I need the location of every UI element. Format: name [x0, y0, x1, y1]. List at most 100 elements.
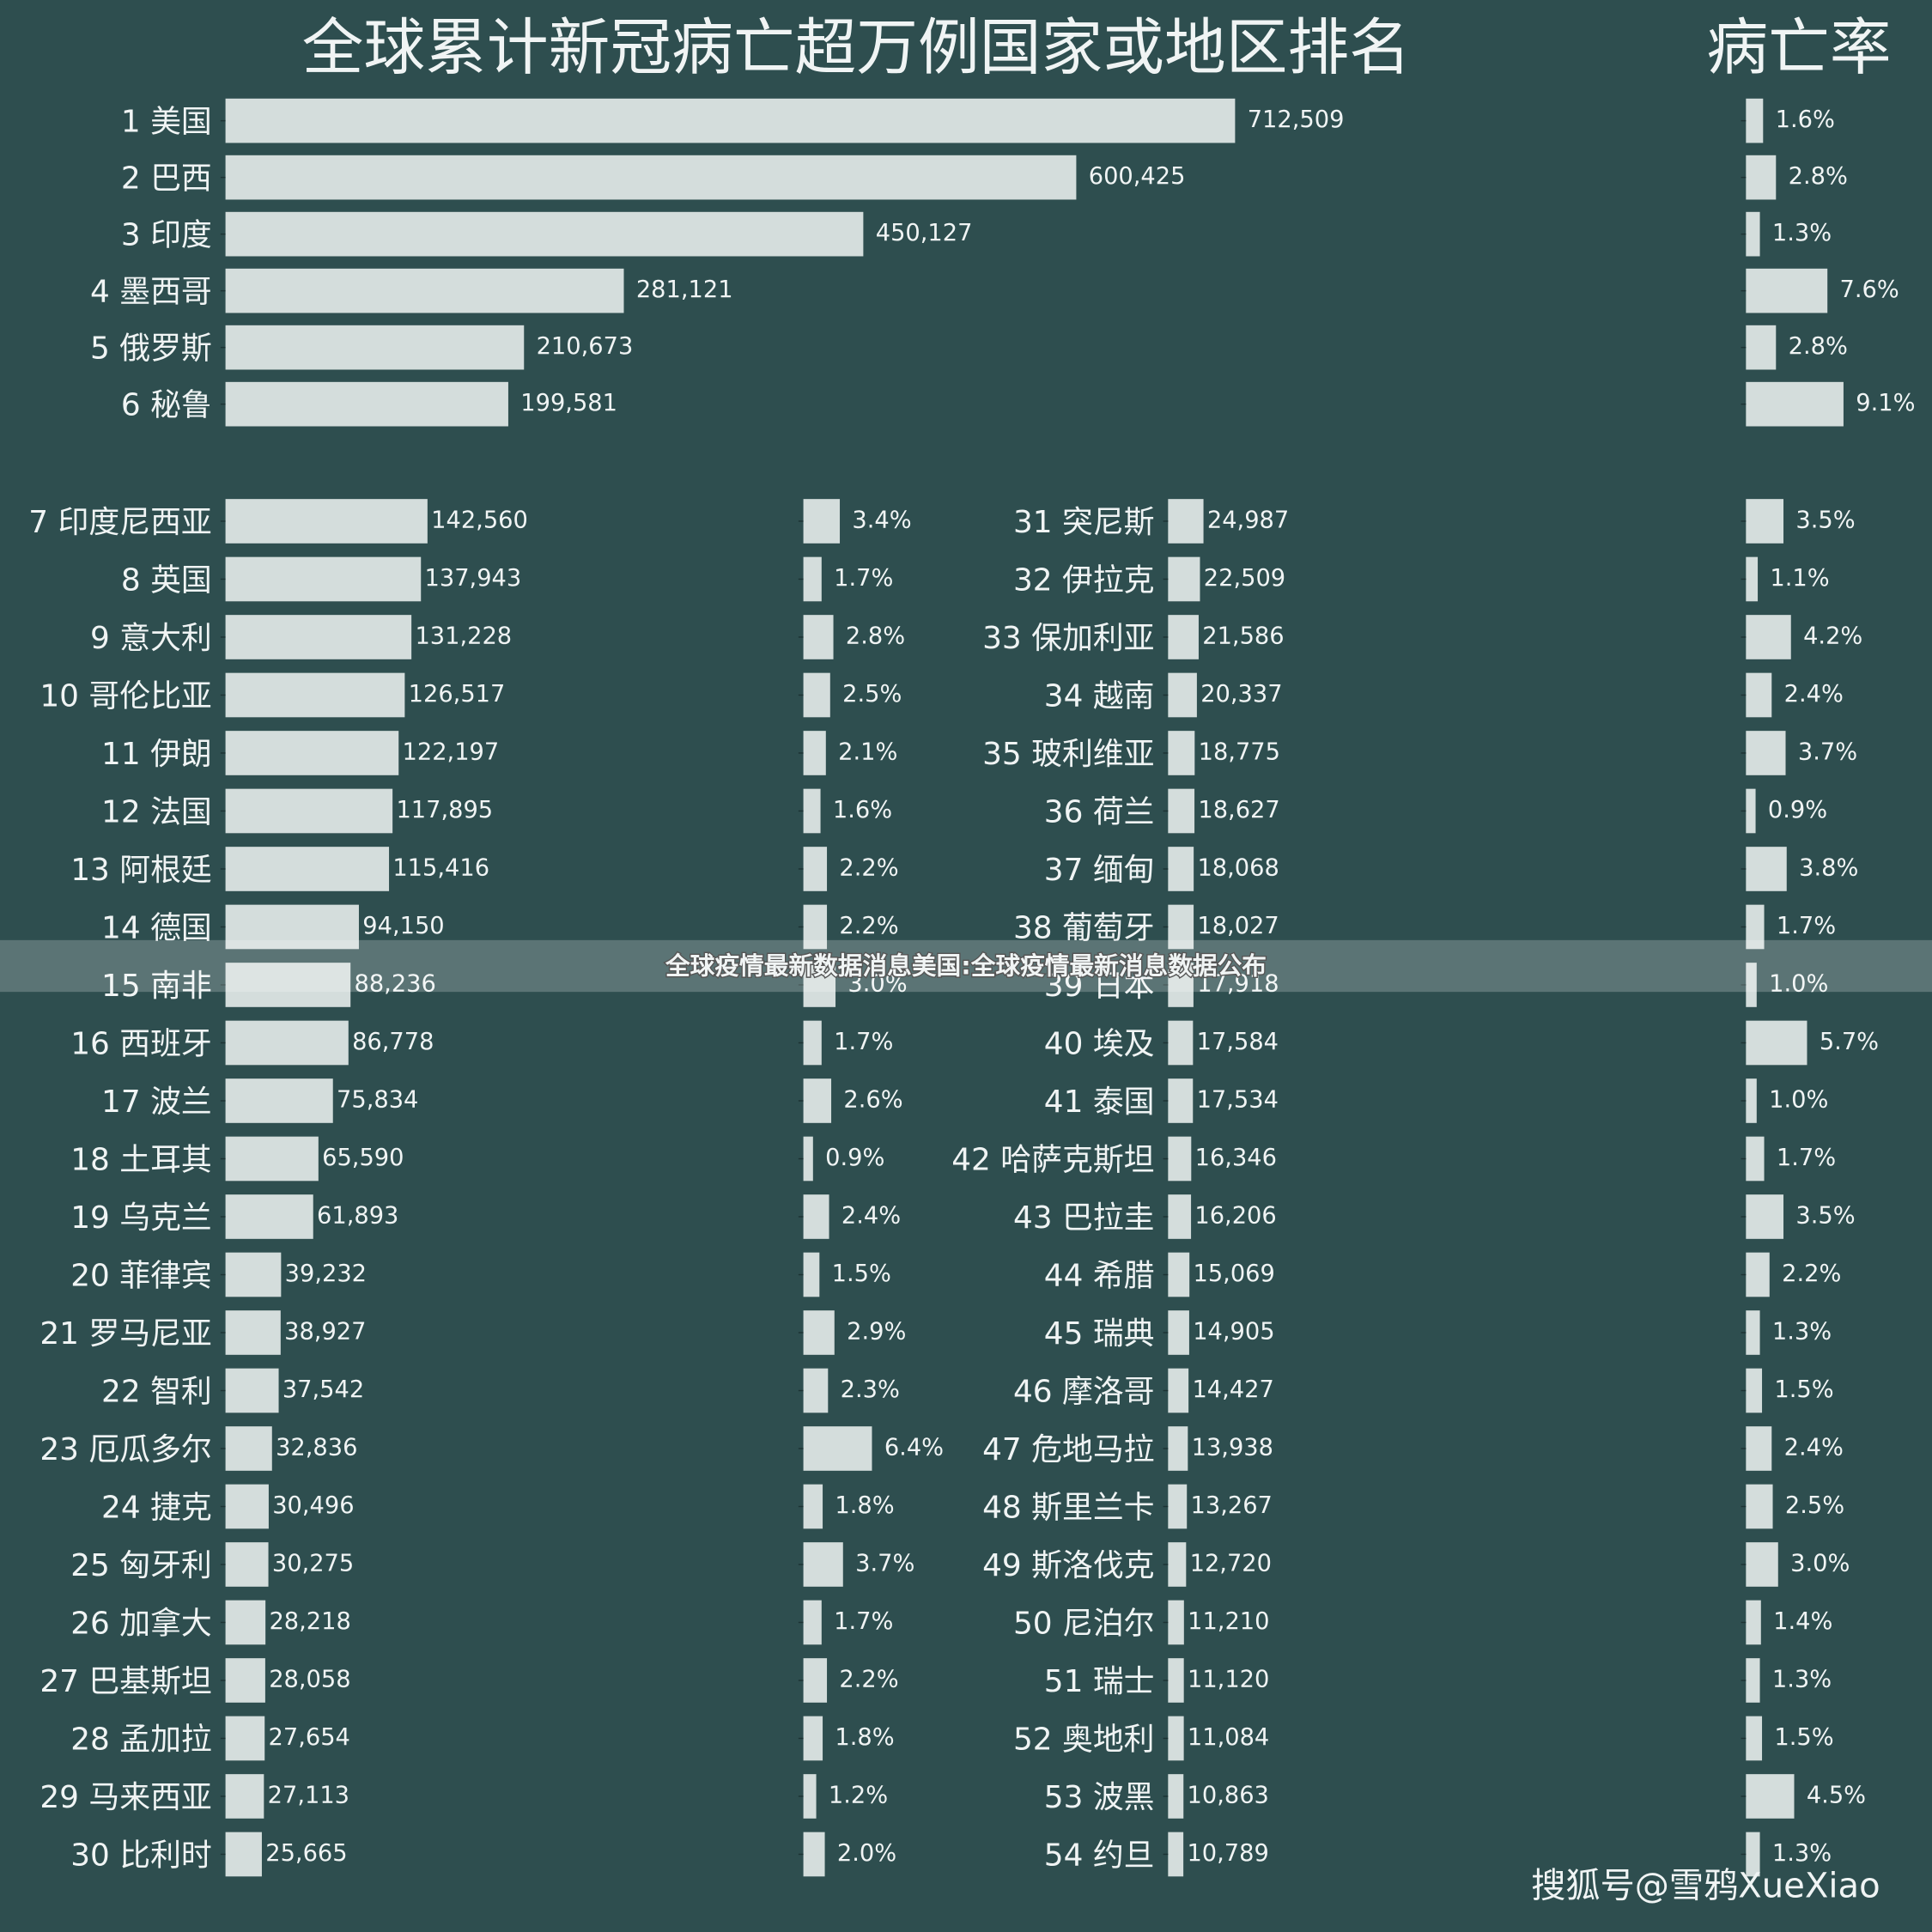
value-label: 2.8%	[1789, 333, 1848, 360]
category-label: 11 伊朗	[101, 737, 212, 772]
category-label: 6 秘鲁	[121, 388, 212, 423]
category-label: 34 越南	[1044, 678, 1155, 714]
value-label: 2.5%	[842, 681, 902, 708]
bar	[803, 1252, 820, 1297]
value-label: 2.4%	[841, 1202, 901, 1229]
value-label: 199,581	[520, 390, 617, 416]
value-label: 28,218	[269, 1608, 350, 1635]
category-label: 5 俄罗斯	[90, 331, 212, 367]
bar	[803, 963, 836, 1007]
bar	[1746, 1194, 1784, 1239]
bar	[1168, 847, 1194, 891]
bar	[1746, 672, 1772, 718]
banner-text: 全球疫情最新数据消息美国:全球疫情最新消息数据公布	[665, 951, 1267, 980]
value-label: 131,228	[415, 623, 512, 649]
value-label: 2.2%	[1782, 1261, 1841, 1287]
bar	[803, 1078, 832, 1123]
value-label: 3.7%	[1798, 738, 1857, 765]
bar	[225, 1136, 319, 1182]
value-label: 4.5%	[1807, 1782, 1866, 1808]
bar	[1746, 1310, 1760, 1355]
plot-area: 全球累计新冠病亡超万例国家或地区排名 1 美国 712,509 2 巴西 600,425…	[28, 11, 1916, 1877]
category-label: 15 南非	[101, 969, 212, 1004]
category-label: 23 厄瓜多尔	[39, 1432, 211, 1467]
value-label: 2.0%	[837, 1840, 896, 1867]
category-label: 1 美国	[121, 104, 212, 139]
value-label: 30,275	[272, 1550, 354, 1577]
category-label: 50 尼泊尔	[1013, 1606, 1155, 1641]
bar	[1746, 268, 1828, 313]
bar	[803, 1484, 823, 1529]
value-label: 13,938	[1192, 1434, 1273, 1461]
value-label: 1.4%	[1773, 1608, 1832, 1635]
bar	[225, 1716, 265, 1761]
value-label: 1.7%	[834, 565, 893, 592]
value-label: 88,236	[355, 970, 436, 997]
bar	[1168, 672, 1197, 718]
bar	[1168, 1194, 1192, 1239]
category-label: 21 罗马尼亚	[39, 1316, 211, 1352]
value-label: 1.3%	[1772, 1666, 1832, 1692]
category-label: 30 比利时	[70, 1838, 212, 1873]
value-label: 17,584	[1197, 1029, 1279, 1055]
category-label: 18 土耳其	[70, 1142, 212, 1177]
value-label: 6.4%	[884, 1434, 944, 1461]
bar	[1746, 1136, 1765, 1182]
bar	[1746, 1078, 1757, 1123]
category-label: 20 菲律宾	[70, 1258, 212, 1293]
bar	[225, 672, 405, 718]
bar	[803, 904, 828, 950]
value-label: 11,084	[1188, 1724, 1269, 1751]
bar	[225, 1542, 269, 1587]
bar	[1168, 1136, 1192, 1182]
category-label: 14 德国	[101, 910, 212, 945]
value-label: 2.8%	[846, 623, 905, 649]
category-label: 27 巴基斯坦	[39, 1664, 211, 1699]
value-label: 22,509	[1204, 565, 1285, 592]
category-label: 37 缅甸	[1044, 853, 1155, 888]
bar	[1168, 1484, 1188, 1529]
bar	[1168, 1426, 1188, 1471]
value-label: 14,905	[1193, 1318, 1274, 1345]
bar	[225, 556, 422, 602]
bar	[225, 1600, 266, 1645]
chart-title: 病亡率	[1706, 11, 1891, 83]
category-label: 39 日本	[1044, 969, 1155, 1004]
value-label: 1.0%	[1769, 1086, 1828, 1113]
bar	[1746, 1484, 1773, 1529]
bar	[1746, 788, 1756, 834]
bar	[225, 904, 359, 950]
category-label: 16 西班牙	[70, 1026, 212, 1061]
bar	[1746, 1252, 1770, 1297]
category-label: 51 瑞士	[1044, 1664, 1155, 1699]
bar	[803, 1310, 835, 1355]
category-label: 7 印度尼西亚	[28, 505, 212, 540]
value-label: 3.5%	[1795, 1202, 1855, 1229]
value-label: 12,720	[1190, 1550, 1272, 1577]
category-label: 24 捷克	[101, 1490, 212, 1525]
value-label: 2.1%	[838, 738, 897, 765]
value-label: 30,496	[272, 1492, 354, 1519]
bar	[225, 1078, 333, 1123]
bar	[803, 556, 822, 602]
bar	[803, 1020, 822, 1066]
category-label: 43 巴拉圭	[1013, 1200, 1155, 1236]
value-label: 75,834	[337, 1086, 418, 1113]
bar	[225, 499, 428, 544]
value-label: 2.2%	[839, 913, 898, 939]
bar	[803, 788, 821, 834]
category-label: 54 约旦	[1044, 1838, 1155, 1873]
category-label: 4 墨西哥	[90, 275, 212, 310]
value-label: 2.6%	[843, 1086, 902, 1113]
value-label: 37,542	[283, 1376, 364, 1403]
bar	[1168, 788, 1195, 834]
bar	[1168, 556, 1200, 602]
value-label: 3.4%	[852, 507, 911, 533]
category-label: 3 印度	[121, 218, 212, 253]
bar	[803, 615, 834, 659]
category-label: 31 突尼斯	[1013, 505, 1155, 540]
value-label: 20,337	[1200, 681, 1282, 708]
category-label: 32 伊拉克	[1013, 562, 1155, 598]
bar	[1746, 98, 1764, 143]
value-label: 1.3%	[1772, 220, 1832, 246]
